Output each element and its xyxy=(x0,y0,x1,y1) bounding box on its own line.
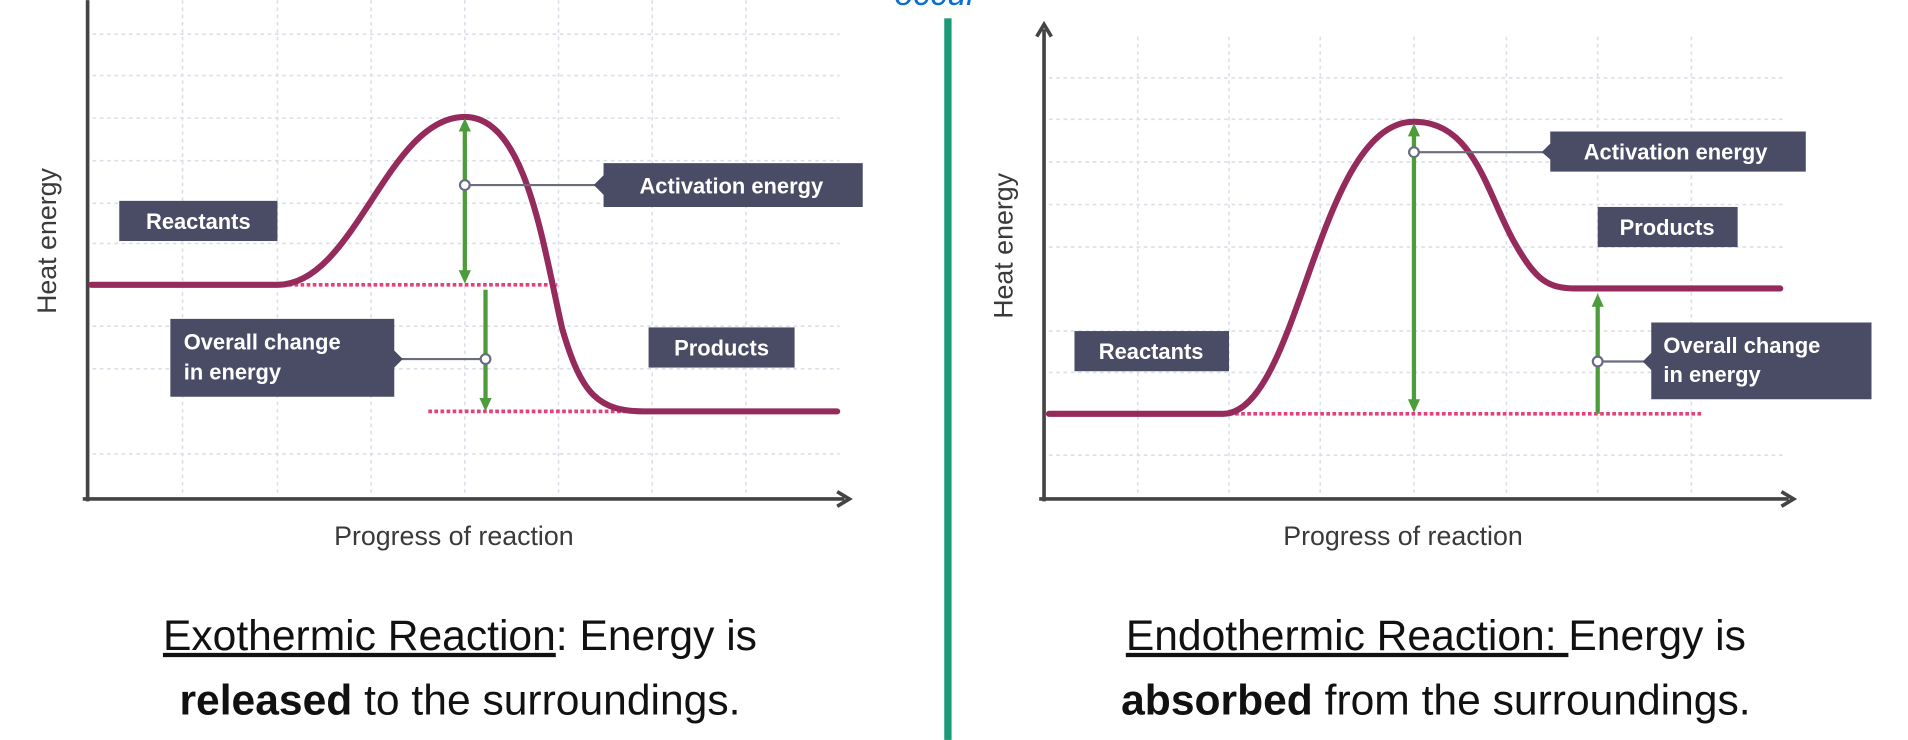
connector-dot xyxy=(1408,146,1420,159)
exothermic-diagram: Heat energy Progress of reaction Reactan… xyxy=(32,0,863,724)
caption-rest: to the surroundings. xyxy=(352,676,740,724)
exothermic-title: Exothermic Reaction xyxy=(163,612,556,660)
activation-label: Activation energy xyxy=(1584,139,1769,164)
y-axis-label: Heat energy xyxy=(988,172,1018,318)
overall-change-label-line1: Overall change xyxy=(1663,333,1820,358)
reactants-label: Reactants xyxy=(1099,339,1204,364)
arrowhead-icon xyxy=(479,397,492,412)
caption-suffix: : Energy is xyxy=(556,612,757,660)
connector-dot xyxy=(1591,355,1604,368)
connector-dot xyxy=(479,353,492,366)
caption-suffix: Energy is xyxy=(1568,612,1746,660)
energy-curve xyxy=(88,113,841,415)
products-label: Products xyxy=(1620,215,1715,240)
y-axis-arrow-icon xyxy=(1035,20,1053,38)
energy-curve xyxy=(1045,118,1784,417)
endothermic-diagram: Heat energy Progress of reaction Activat… xyxy=(988,20,1872,724)
activation-label: Activation energy xyxy=(639,174,824,199)
exothermic-caption-line2: released to the surroundings. xyxy=(179,676,740,724)
overall-change-label-line2: in energy xyxy=(1663,362,1761,387)
products-label: Products xyxy=(674,335,769,360)
header-fragment: occur xyxy=(894,0,979,13)
connector-dot xyxy=(458,179,471,192)
activation-label-box xyxy=(1541,131,1806,172)
caption-bold: released xyxy=(179,676,352,724)
x-axis-arrow-icon xyxy=(836,490,853,508)
overall-change-label-line2: in energy xyxy=(184,360,282,385)
x-axis-label: Progress of reaction xyxy=(334,521,574,551)
x-axis-label: Progress of reaction xyxy=(1283,521,1523,551)
divider xyxy=(944,18,952,740)
overall-change-label-box xyxy=(170,318,403,397)
products-label-box xyxy=(1597,206,1738,248)
products-label-box xyxy=(648,327,795,368)
endothermic-caption-line1: Endothermic Reaction: Energy is xyxy=(1126,612,1746,660)
endothermic-title: Endothermic Reaction: xyxy=(1126,612,1569,660)
caption-bold: absorbed xyxy=(1121,676,1313,724)
x-axis-arrow-icon xyxy=(1780,490,1798,508)
overall-change-label-line1: Overall change xyxy=(184,329,341,354)
caption-rest: from the surroundings. xyxy=(1313,676,1751,724)
endothermic-caption-line2: absorbed from the surroundings. xyxy=(1121,676,1750,724)
overall-change-label-box xyxy=(1642,322,1872,400)
reactants-label-box xyxy=(119,200,278,242)
y-axis-label: Heat energy xyxy=(32,167,62,313)
activation-label-box xyxy=(593,163,863,207)
endothermic-grid xyxy=(1048,36,1784,495)
reactants-label: Reactants xyxy=(146,209,251,234)
arrowhead-icon xyxy=(1591,293,1604,307)
reactants-label-box xyxy=(1074,331,1230,372)
exothermic-caption-line1: Exothermic Reaction: Energy is xyxy=(163,612,757,660)
